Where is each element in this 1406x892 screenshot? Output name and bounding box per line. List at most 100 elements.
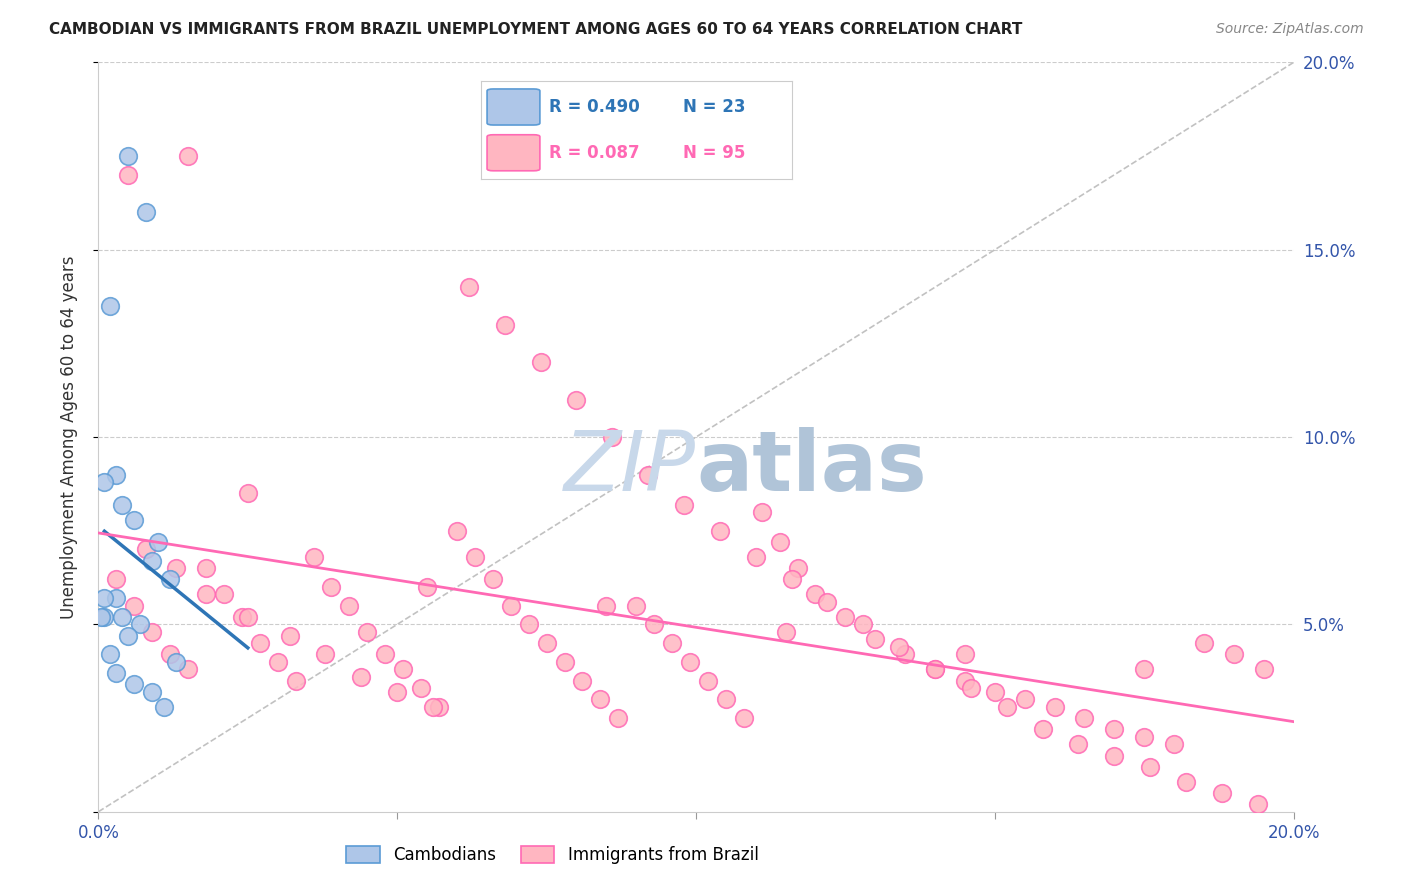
Point xyxy=(411,681,433,695)
Legend: Cambodians, Immigrants from Brazil: Cambodians, Immigrants from Brazil xyxy=(340,839,765,871)
Point xyxy=(602,430,624,444)
Point xyxy=(1104,723,1126,737)
Point xyxy=(105,666,128,681)
Point xyxy=(1014,692,1036,706)
Point xyxy=(124,599,146,613)
Point xyxy=(1247,797,1270,812)
Point xyxy=(1139,760,1161,774)
Point xyxy=(769,535,792,549)
Point xyxy=(733,711,755,725)
Point xyxy=(637,467,659,482)
Point xyxy=(177,149,200,163)
Point xyxy=(267,655,290,669)
Point xyxy=(714,692,737,706)
Point xyxy=(1073,711,1095,725)
Point xyxy=(236,486,259,500)
Point xyxy=(124,677,146,691)
Point xyxy=(960,681,983,695)
Point xyxy=(446,524,468,538)
Point xyxy=(153,699,176,714)
Point xyxy=(90,610,112,624)
Text: atlas: atlas xyxy=(696,426,927,508)
Point xyxy=(1192,636,1215,650)
Point xyxy=(589,692,612,706)
Point xyxy=(889,640,911,654)
Point xyxy=(212,587,235,601)
Point xyxy=(852,617,875,632)
Point xyxy=(339,599,361,613)
Point xyxy=(679,655,702,669)
Point xyxy=(984,685,1007,699)
Point xyxy=(427,699,450,714)
Point xyxy=(93,591,115,606)
Point xyxy=(93,610,115,624)
Point xyxy=(98,299,122,313)
Point xyxy=(834,610,856,624)
Point xyxy=(607,711,630,725)
Point xyxy=(1175,774,1198,789)
Point xyxy=(416,580,439,594)
Point xyxy=(517,617,540,632)
Point xyxy=(111,498,134,512)
Text: ZIP: ZIP xyxy=(564,426,696,508)
Point xyxy=(385,685,409,699)
Point xyxy=(117,629,139,643)
Point xyxy=(643,617,665,632)
Point xyxy=(697,673,720,688)
Point xyxy=(786,561,808,575)
Point xyxy=(1043,699,1066,714)
Point xyxy=(195,587,218,601)
Point xyxy=(105,591,128,606)
Point xyxy=(124,512,146,526)
Point xyxy=(1032,723,1054,737)
Point xyxy=(953,673,976,688)
Point xyxy=(236,610,259,624)
Point xyxy=(249,636,271,650)
Point xyxy=(565,392,588,407)
Point xyxy=(924,662,946,676)
Point xyxy=(499,599,522,613)
Point xyxy=(494,318,516,332)
Point xyxy=(1133,730,1156,744)
Point xyxy=(141,554,163,568)
Point xyxy=(1067,737,1090,751)
Point xyxy=(356,624,378,639)
Point xyxy=(284,673,307,688)
Point xyxy=(117,168,139,182)
Point xyxy=(673,498,696,512)
Point xyxy=(231,610,253,624)
Point xyxy=(422,699,444,714)
Point xyxy=(894,648,917,662)
Point xyxy=(751,505,773,519)
Point xyxy=(159,573,181,587)
Point xyxy=(278,629,301,643)
Point xyxy=(482,573,505,587)
Point xyxy=(953,648,976,662)
Point xyxy=(135,205,157,219)
Point xyxy=(321,580,343,594)
Point xyxy=(464,549,486,564)
Point xyxy=(129,617,152,632)
Point xyxy=(554,655,576,669)
Point xyxy=(374,648,396,662)
Point xyxy=(780,573,803,587)
Point xyxy=(745,549,768,564)
Point xyxy=(141,685,163,699)
Point xyxy=(195,561,218,575)
Point xyxy=(315,648,337,662)
Point xyxy=(595,599,617,613)
Point xyxy=(392,662,415,676)
Point xyxy=(536,636,558,650)
Point xyxy=(1163,737,1185,751)
Point xyxy=(159,648,181,662)
Point xyxy=(661,636,683,650)
Point xyxy=(105,573,128,587)
Point xyxy=(177,662,200,676)
Point xyxy=(775,624,797,639)
Point xyxy=(141,624,163,639)
Point xyxy=(302,549,325,564)
Point xyxy=(571,673,593,688)
Point xyxy=(709,524,731,538)
Point xyxy=(105,467,128,482)
Point xyxy=(865,632,887,647)
